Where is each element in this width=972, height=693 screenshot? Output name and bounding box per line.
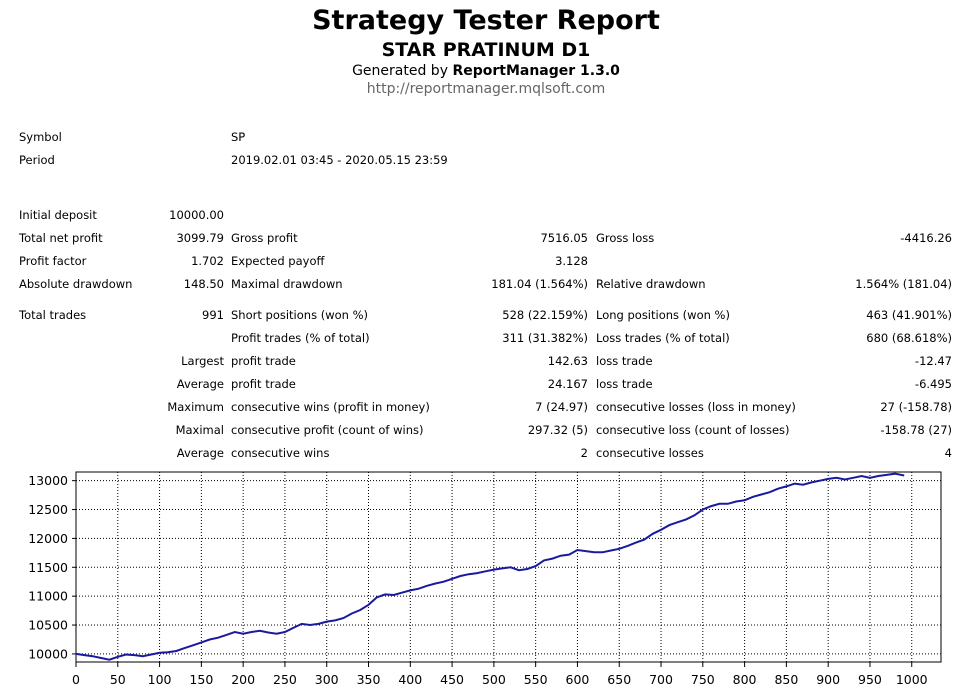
y-tick-label: 13000 [28, 473, 68, 488]
largest-loss-label: loss trade [596, 354, 653, 368]
x-tick-label: 650 [607, 672, 631, 687]
report-subtitle: STAR PRATINUM D1 [381, 39, 591, 61]
x-tick-label: 250 [273, 672, 297, 687]
max-cons-losses-value: 27 (-158.78) [880, 400, 952, 414]
x-tick-label: 800 [733, 672, 757, 687]
max-cons-losses-label: consecutive losses (loss in money) [596, 400, 796, 414]
largest-profit-value: 142.63 [547, 354, 588, 368]
x-tick-label: 400 [398, 672, 422, 687]
x-tick-label: 1000 [896, 672, 928, 687]
largest-profit-label: profit trade [231, 354, 296, 368]
avg-cons-losses-value: 4 [944, 446, 952, 460]
short-positions-value: 528 (22.159%) [502, 308, 588, 322]
x-tick-label: 950 [858, 672, 882, 687]
average-label: Average [176, 377, 224, 391]
short-positions-label: Short positions (won %) [231, 308, 369, 322]
maximal-cons-loss-label: consecutive loss (count of losses) [596, 423, 790, 437]
expected-payoff-value: 3.128 [555, 254, 588, 268]
y-tick-label: 10500 [28, 618, 68, 633]
x-tick-label: 600 [566, 672, 590, 687]
largest-loss-value: -12.47 [914, 354, 952, 368]
x-axis: 0 50 100 150 200 250 300 350 400 450 500 550 600 650 7… [72, 662, 928, 687]
maximal-label: Maximal [175, 423, 224, 437]
generated-by-line: Generated by ReportManager 1.3.0 [0, 62, 972, 81]
average-loss-label: loss trade [596, 377, 653, 391]
gross-profit-value: 7516.05 [540, 231, 588, 245]
balance-line [75, 472, 905, 661]
x-tick-label: 300 [315, 672, 339, 687]
max-cons-wins-value: 7 (24.97) [535, 400, 588, 414]
x-tick-label: 50 [110, 672, 126, 687]
long-positions-value: 463 (41.901%) [866, 308, 952, 322]
total-trades-value: 991 [202, 308, 224, 322]
relative-drawdown-label: Relative drawdown [596, 277, 706, 291]
gross-profit-label: Gross profit [231, 231, 298, 245]
avg-cons-losses-label: consecutive losses [596, 446, 704, 460]
symbol-label: Symbol [19, 130, 62, 144]
x-tick-label: 750 [691, 672, 715, 687]
y-tick-label: 11500 [28, 560, 68, 575]
loss-trades-value: 680 (68.618%) [866, 331, 952, 345]
x-tick-label: 0 [72, 672, 80, 687]
initial-deposit-label: Initial deposit [19, 208, 97, 222]
generated-prefix: Generated by [352, 63, 453, 79]
profit-trades-value: 311 (31.382%) [502, 331, 588, 345]
x-tick-label: 450 [440, 672, 464, 687]
symbol-value: SP [231, 130, 246, 144]
y-tick-label: 10000 [28, 646, 68, 661]
generator-name: ReportManager 1.3.0 [452, 63, 620, 79]
largest-label: Largest [181, 354, 224, 368]
x-tick-label: 100 [148, 672, 172, 687]
total-trades-label: Total trades [19, 308, 87, 322]
x-tick-label: 150 [189, 672, 213, 687]
maximal-drawdown-label: Maximal drawdown [231, 277, 343, 291]
avg-cons-wins-value: 2 [580, 446, 588, 460]
maximal-cons-profit-label: consecutive profit (count of wins) [231, 423, 424, 437]
long-positions-label: Long positions (won %) [596, 308, 730, 322]
report-header: Strategy Tester Report STAR PRATINUM D1 … [0, 4, 972, 98]
x-tick-label: 200 [231, 672, 255, 687]
relative-drawdown-value: 1.564% (181.04) [855, 277, 952, 291]
maximal-cons-loss-value: -158.78 (27) [880, 423, 952, 437]
x-tick-label: 550 [524, 672, 548, 687]
maximal-cons-profit-value: 297.32 (5) [527, 423, 588, 437]
x-tick-label: 500 [482, 672, 506, 687]
expected-payoff-label: Expected payoff [231, 254, 325, 268]
x-tick-label: 900 [816, 672, 840, 687]
gross-loss-value: -4416.26 [900, 231, 952, 245]
initial-deposit-value: 10000.00 [169, 208, 224, 222]
y-tick-label: 12500 [28, 502, 68, 517]
x-tick-label: 350 [357, 672, 381, 687]
absolute-drawdown-value: 148.50 [183, 277, 224, 291]
max-cons-wins-label: consecutive wins (profit in money) [231, 400, 430, 414]
y-tick-label: 12000 [28, 531, 68, 546]
total-net-profit-label: Total net profit [19, 231, 103, 245]
average-profit-value: 24.167 [547, 377, 588, 391]
chart-grid [75, 472, 941, 662]
average-loss-value: -6.495 [914, 377, 952, 391]
maximum-label: Maximum [167, 400, 224, 414]
profit-trades-label: Profit trades (% of total) [231, 331, 370, 345]
period-value: 2019.02.01 03:45 - 2020.05.15 23:59 [231, 153, 448, 167]
average-consecutive-label: Average [176, 446, 224, 460]
y-axis: 10000 10500 11000 11500 12000 12500 13000 [28, 473, 76, 661]
report-title: Strategy Tester Report [312, 5, 660, 36]
loss-trades-label: Loss trades (% of total) [596, 331, 730, 345]
x-tick-label: 700 [649, 672, 673, 687]
y-tick-label: 11000 [28, 589, 68, 604]
report-url: http://reportmanager.mqlsoft.com [366, 81, 606, 97]
gross-loss-label: Gross loss [596, 231, 655, 245]
profit-factor-value: 1.702 [191, 254, 224, 268]
maximal-drawdown-value: 181.04 (1.564%) [491, 277, 588, 291]
absolute-drawdown-label: Absolute drawdown [19, 277, 133, 291]
profit-factor-label: Profit factor [19, 254, 87, 268]
balance-chart: 10000 10500 11000 11500 12000 12500 13000 0 50 1… [28, 471, 942, 687]
total-net-profit-value: 3099.79 [176, 231, 224, 245]
average-profit-label: profit trade [231, 377, 296, 391]
x-tick-label: 850 [774, 672, 798, 687]
period-label: Period [19, 153, 55, 167]
avg-cons-wins-label: consecutive wins [231, 446, 330, 460]
